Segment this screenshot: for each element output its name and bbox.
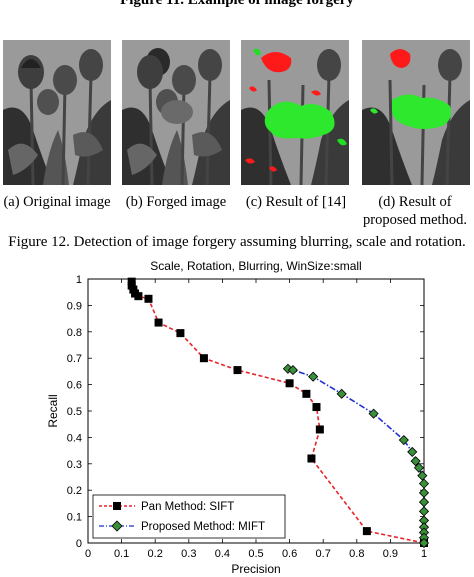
x-tick-label: 0 xyxy=(85,548,91,560)
tulip-photo-original xyxy=(3,40,111,185)
x-tick-label: 0.2 xyxy=(148,548,163,560)
y-axis-label: Recall xyxy=(46,394,60,427)
panel-a-caption-line: (a) Original image xyxy=(3,194,111,210)
tulip-photo-result-proposed xyxy=(362,40,470,185)
y-tick-label: 0.4 xyxy=(67,432,82,444)
data-point-sift xyxy=(176,329,185,338)
series-markers xyxy=(127,277,430,549)
y-tick-label: 0.5 xyxy=(67,406,82,418)
precision-recall-chart: Scale, Rotation, Blurring, WinSize:small… xyxy=(46,259,430,576)
legend-label-sift: Pan Method: SIFT xyxy=(141,501,234,513)
y-tick-label: 0.1 xyxy=(67,512,82,524)
x-tick-label: 0.1 xyxy=(114,548,129,560)
data-point-sift xyxy=(312,403,321,412)
x-tick-label: 0.6 xyxy=(282,548,297,560)
data-point-mift xyxy=(368,408,379,419)
data-point-mift xyxy=(418,537,430,549)
y-tick-label: 0.6 xyxy=(67,380,82,392)
panel-b-caption: (b) Forged image xyxy=(116,193,236,211)
x-tick-label: 0.3 xyxy=(181,548,196,560)
y-tick-label: 0.3 xyxy=(67,459,82,471)
data-point-sift xyxy=(233,366,242,375)
data-point-sift xyxy=(302,389,311,398)
tulip-photo-forged xyxy=(122,40,230,185)
y-tick-label: 0.2 xyxy=(67,485,82,497)
data-point-sift xyxy=(307,454,316,463)
data-point-sift xyxy=(285,379,294,388)
data-point-sift xyxy=(134,292,143,301)
result-proposed-panel xyxy=(362,40,470,185)
legend-box xyxy=(92,494,286,539)
x-tick-label: 0.7 xyxy=(316,548,331,560)
panel-a-caption: (a) Original image xyxy=(0,193,118,211)
data-point-mift xyxy=(407,446,418,457)
x-tick-label: 0.4 xyxy=(215,548,230,560)
chart-legend: Pan Method: SIFT Proposed Method: MIFT xyxy=(92,494,286,539)
panel-d-caption-line-1: (d) Result of xyxy=(378,194,452,210)
top-figure-caption: Figure 11. Example of image forgery xyxy=(120,0,354,8)
legend-marker-mift xyxy=(111,520,123,532)
x-axis-label: Precision xyxy=(231,562,280,576)
result-ref14-panel xyxy=(241,40,349,185)
panel-b-caption-line: (b) Forged image xyxy=(125,194,227,210)
axis-ticks: 0 0.1 0.2 0.3 0.4 0.5 0.6 0.7 0.8 0.9 1 0 0.1 0.2 0.3 0… xyxy=(67,274,427,560)
panel-c-caption: (c) Result of [14] xyxy=(236,193,356,211)
y-tick-label: 1 xyxy=(76,274,82,286)
chart-title: Scale, Rotation, Blurring, WinSize:small xyxy=(150,259,361,273)
data-point-mift xyxy=(308,371,319,382)
figure-12-caption: Figure 12. Detection of image forgery as… xyxy=(8,234,466,250)
y-tick-label: 0.8 xyxy=(67,327,82,339)
original-image-panel xyxy=(3,40,111,185)
y-tick-label: 0.7 xyxy=(67,353,82,365)
y-tick-label: 0 xyxy=(76,538,82,550)
tulip-photo-result-ref14 xyxy=(241,40,349,185)
panel-c-caption-line: (c) Result of [14] xyxy=(245,194,347,210)
panel-d-caption: (d) Result of proposed method. xyxy=(356,193,474,229)
legend-label-mift: Proposed Method: MIFT xyxy=(141,521,265,533)
data-point-sift xyxy=(144,294,153,303)
x-tick-label: 0.5 xyxy=(248,548,263,560)
data-point-mift xyxy=(417,470,428,481)
x-tick-label: 0.9 xyxy=(383,548,398,560)
x-tick-label: 1 xyxy=(421,548,427,560)
y-tick-label: 0.9 xyxy=(67,300,82,312)
legend-marker-sift xyxy=(113,502,121,510)
data-point-sift xyxy=(154,318,163,327)
data-point-sift xyxy=(362,527,371,536)
data-point-mift xyxy=(336,388,347,399)
forged-image-panel xyxy=(122,40,230,185)
data-point-mift xyxy=(410,456,421,467)
x-tick-label: 0.8 xyxy=(349,548,364,560)
panel-d-caption-line-2: proposed method. xyxy=(363,212,467,228)
data-point-sift xyxy=(315,425,324,434)
data-point-mift xyxy=(413,462,425,473)
data-point-mift xyxy=(287,365,299,376)
data-point-mift xyxy=(398,434,409,446)
data-point-sift xyxy=(199,354,208,363)
